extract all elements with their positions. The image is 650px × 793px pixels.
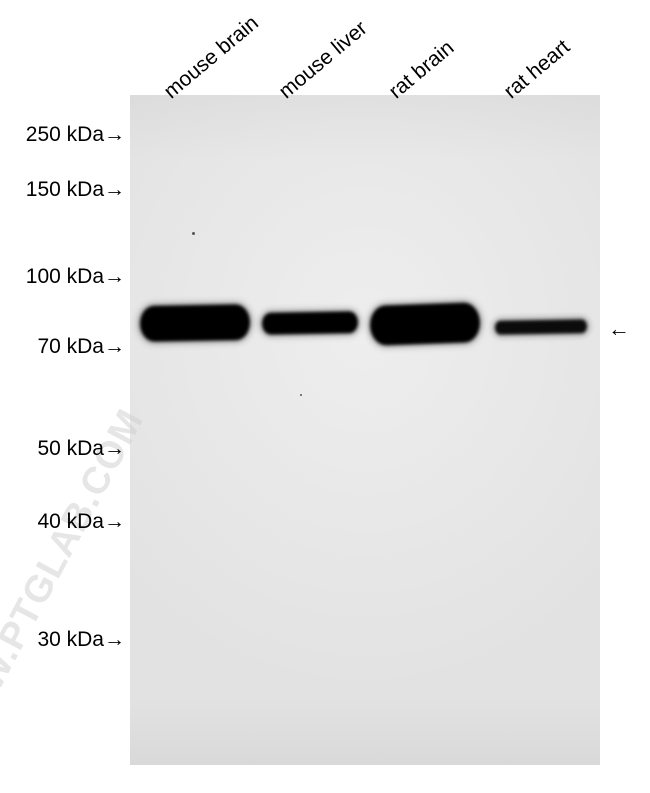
- mw-marker-label: 40 kDa→: [37, 510, 125, 534]
- mw-marker-label: 70 kDa→: [37, 335, 125, 359]
- mw-marker-label: 30 kDa→: [37, 628, 125, 652]
- mw-marker-label: 250 kDa→: [26, 123, 125, 147]
- lane-label: mouse brain: [160, 11, 264, 104]
- lane-label: mouse liver: [275, 17, 373, 104]
- mw-marker-label: 150 kDa→: [26, 178, 125, 202]
- lane-label: rat brain: [385, 36, 459, 104]
- protein-band: [369, 302, 480, 346]
- noise-speck: [192, 232, 195, 235]
- mw-marker-label: 50 kDa→: [37, 437, 125, 461]
- figure-container: ← WWW.PTGLAB.COM mouse brainmouse liverr…: [0, 0, 650, 793]
- blot-membrane: [130, 95, 600, 765]
- lane-label: rat heart: [500, 35, 575, 104]
- blot-inner: [130, 95, 600, 765]
- protein-band: [495, 319, 587, 335]
- mw-marker-label: 100 kDa→: [26, 265, 125, 289]
- noise-speck: [300, 394, 302, 396]
- target-band-arrow: ←: [608, 316, 630, 342]
- protein-band: [262, 311, 358, 335]
- protein-band: [140, 304, 251, 342]
